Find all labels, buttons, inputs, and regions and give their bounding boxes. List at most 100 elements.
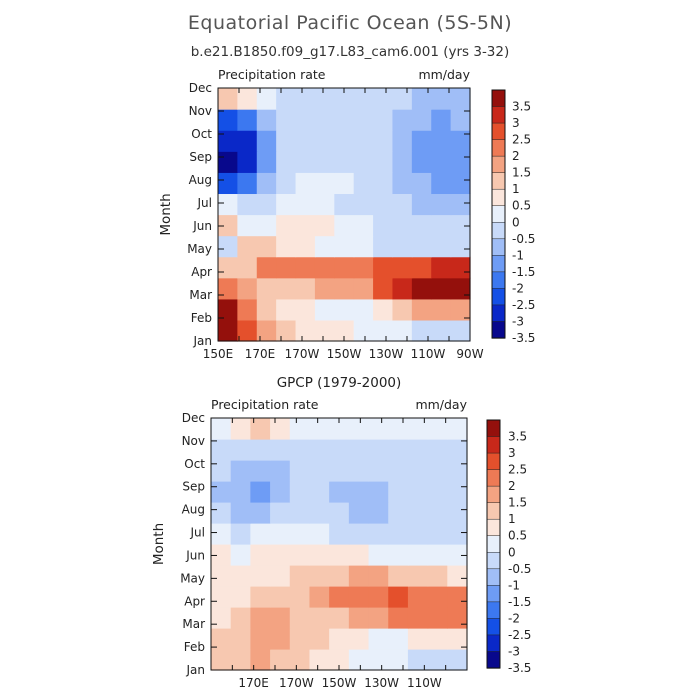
panel-2-colorbar-swatch <box>486 452 501 471</box>
panel-2-cell <box>407 649 429 671</box>
panel-2-cell <box>348 502 370 524</box>
panel-2-cell <box>427 523 448 545</box>
panel-2-cell <box>407 628 429 650</box>
panel-2-cell <box>211 523 232 545</box>
panel-2-cell <box>270 565 291 587</box>
panel-1-cell <box>450 172 471 195</box>
panel-2-cell <box>427 418 448 440</box>
panel-2-cell <box>250 460 271 482</box>
panel-1-cell <box>256 109 277 131</box>
panel-2-cell <box>270 418 291 440</box>
panel-1-cell <box>431 88 452 110</box>
panel-2-cell <box>289 649 311 671</box>
panel-1-cell <box>353 130 374 152</box>
panel-2-cell <box>388 586 409 608</box>
panel-1-cell <box>431 172 452 195</box>
panel-2-x-tick-label: 170W <box>279 676 314 690</box>
panel-1-y-axis-label: Month <box>158 193 174 235</box>
panel-1-cell <box>450 298 471 321</box>
panel-2-cell <box>447 544 468 566</box>
panel-2-cell <box>368 502 389 524</box>
panel-1-cell <box>392 235 413 258</box>
figure-title: Equatorial Pacific Ocean (5S-5N) <box>187 12 513 34</box>
panel-2-cell <box>289 586 311 608</box>
panel-2-cell <box>329 523 350 545</box>
panel-1-cell <box>334 88 355 110</box>
panel-1-cell <box>314 277 335 300</box>
panel-2-cell <box>289 565 311 587</box>
panel-1-cell <box>295 256 316 279</box>
panel-2-cell <box>270 544 291 566</box>
panel-2-colorbar-label: -3 <box>508 644 520 658</box>
panel-2-cell <box>211 586 232 608</box>
panel-1-cell <box>276 88 297 110</box>
panel-2-cell <box>270 607 291 629</box>
panel-2-cell <box>329 544 350 566</box>
panel-1-cell <box>237 214 258 237</box>
panel-1-cell <box>373 88 394 110</box>
panel-2-cell <box>368 418 389 440</box>
panel-2-y-tick-label: Sep <box>182 480 205 494</box>
panel-2-cell <box>230 418 251 440</box>
panel-2-cell <box>270 481 291 503</box>
panel-1-x-tick-label: 150W <box>327 347 362 361</box>
panel-2-colorbar-swatch <box>486 535 501 553</box>
panel-2-colorbar-label: 2 <box>508 479 516 493</box>
panel-2-units-label: mm/day <box>415 397 467 412</box>
panel-1-cell <box>237 235 258 258</box>
panel-1-cell <box>314 193 335 216</box>
panel-1-cell <box>276 235 297 258</box>
panel-2-cell <box>309 460 330 482</box>
panel-1-cell <box>256 88 277 110</box>
panel-1-colorbar-swatch <box>491 89 506 108</box>
panel-2-cell <box>407 502 429 524</box>
panel-1-cell <box>218 256 238 279</box>
panel-2-colorbar-label: 3 <box>508 446 516 460</box>
panel-1-cell <box>450 109 471 131</box>
panel-2-cell <box>447 502 468 524</box>
panel-2-cell <box>388 565 409 587</box>
panel-2-colorbar-label: -2.5 <box>508 628 531 642</box>
panel-2-cell <box>348 439 370 461</box>
panel-2-colorbar-swatch <box>486 502 501 520</box>
panel-2-cell <box>348 649 370 671</box>
panel-2-cell <box>230 565 251 587</box>
panel-2-cell <box>250 628 271 650</box>
panel-2-cell <box>368 586 389 608</box>
panel-1-cell <box>314 130 335 152</box>
panel-1-cell <box>334 151 355 173</box>
panel-2-cell <box>329 649 350 671</box>
panel-1-cell <box>392 151 413 173</box>
panel-1-cell <box>237 319 258 342</box>
panel-2-cell <box>329 439 350 461</box>
panel-2-cell <box>388 439 409 461</box>
panel-2-colorbar-label: 1.5 <box>508 496 527 510</box>
panel-1-cell <box>334 319 355 342</box>
panel-1-cell <box>431 193 452 216</box>
panel-2-cell <box>230 607 251 629</box>
panel-1-cell <box>334 130 355 152</box>
panel-2-cell <box>250 649 271 671</box>
panel-1-cell <box>411 172 432 195</box>
panel-1-cell <box>334 256 355 279</box>
panel-1-cell <box>218 109 238 131</box>
panel-2-cell <box>309 523 330 545</box>
panel-1-colorbar-swatch <box>491 321 506 339</box>
panel-1-y-tick-label: Jul <box>197 196 212 210</box>
panel-1-cell <box>295 130 316 152</box>
panel-2-y-tick-label: Nov <box>182 434 205 448</box>
panel-2-cell <box>407 418 429 440</box>
panel-2-cell <box>270 649 291 671</box>
panel-1-cell <box>392 88 413 110</box>
panel-1-cell <box>276 109 297 131</box>
panel-2-cell <box>388 649 409 671</box>
panel-2-cell <box>407 544 429 566</box>
panel-1-units-label: mm/day <box>418 67 470 82</box>
panel-1-colorbar-swatch <box>491 222 506 240</box>
panel-1-colorbar-label: 2 <box>512 149 520 163</box>
panel-1-x-tick-label: 90W <box>456 347 483 361</box>
panel-2-cell <box>270 628 291 650</box>
panel-2-cell <box>211 607 232 629</box>
panel-1-colorbar-swatch <box>491 155 506 174</box>
panel-1-x-tick-label: 110W <box>411 347 446 361</box>
